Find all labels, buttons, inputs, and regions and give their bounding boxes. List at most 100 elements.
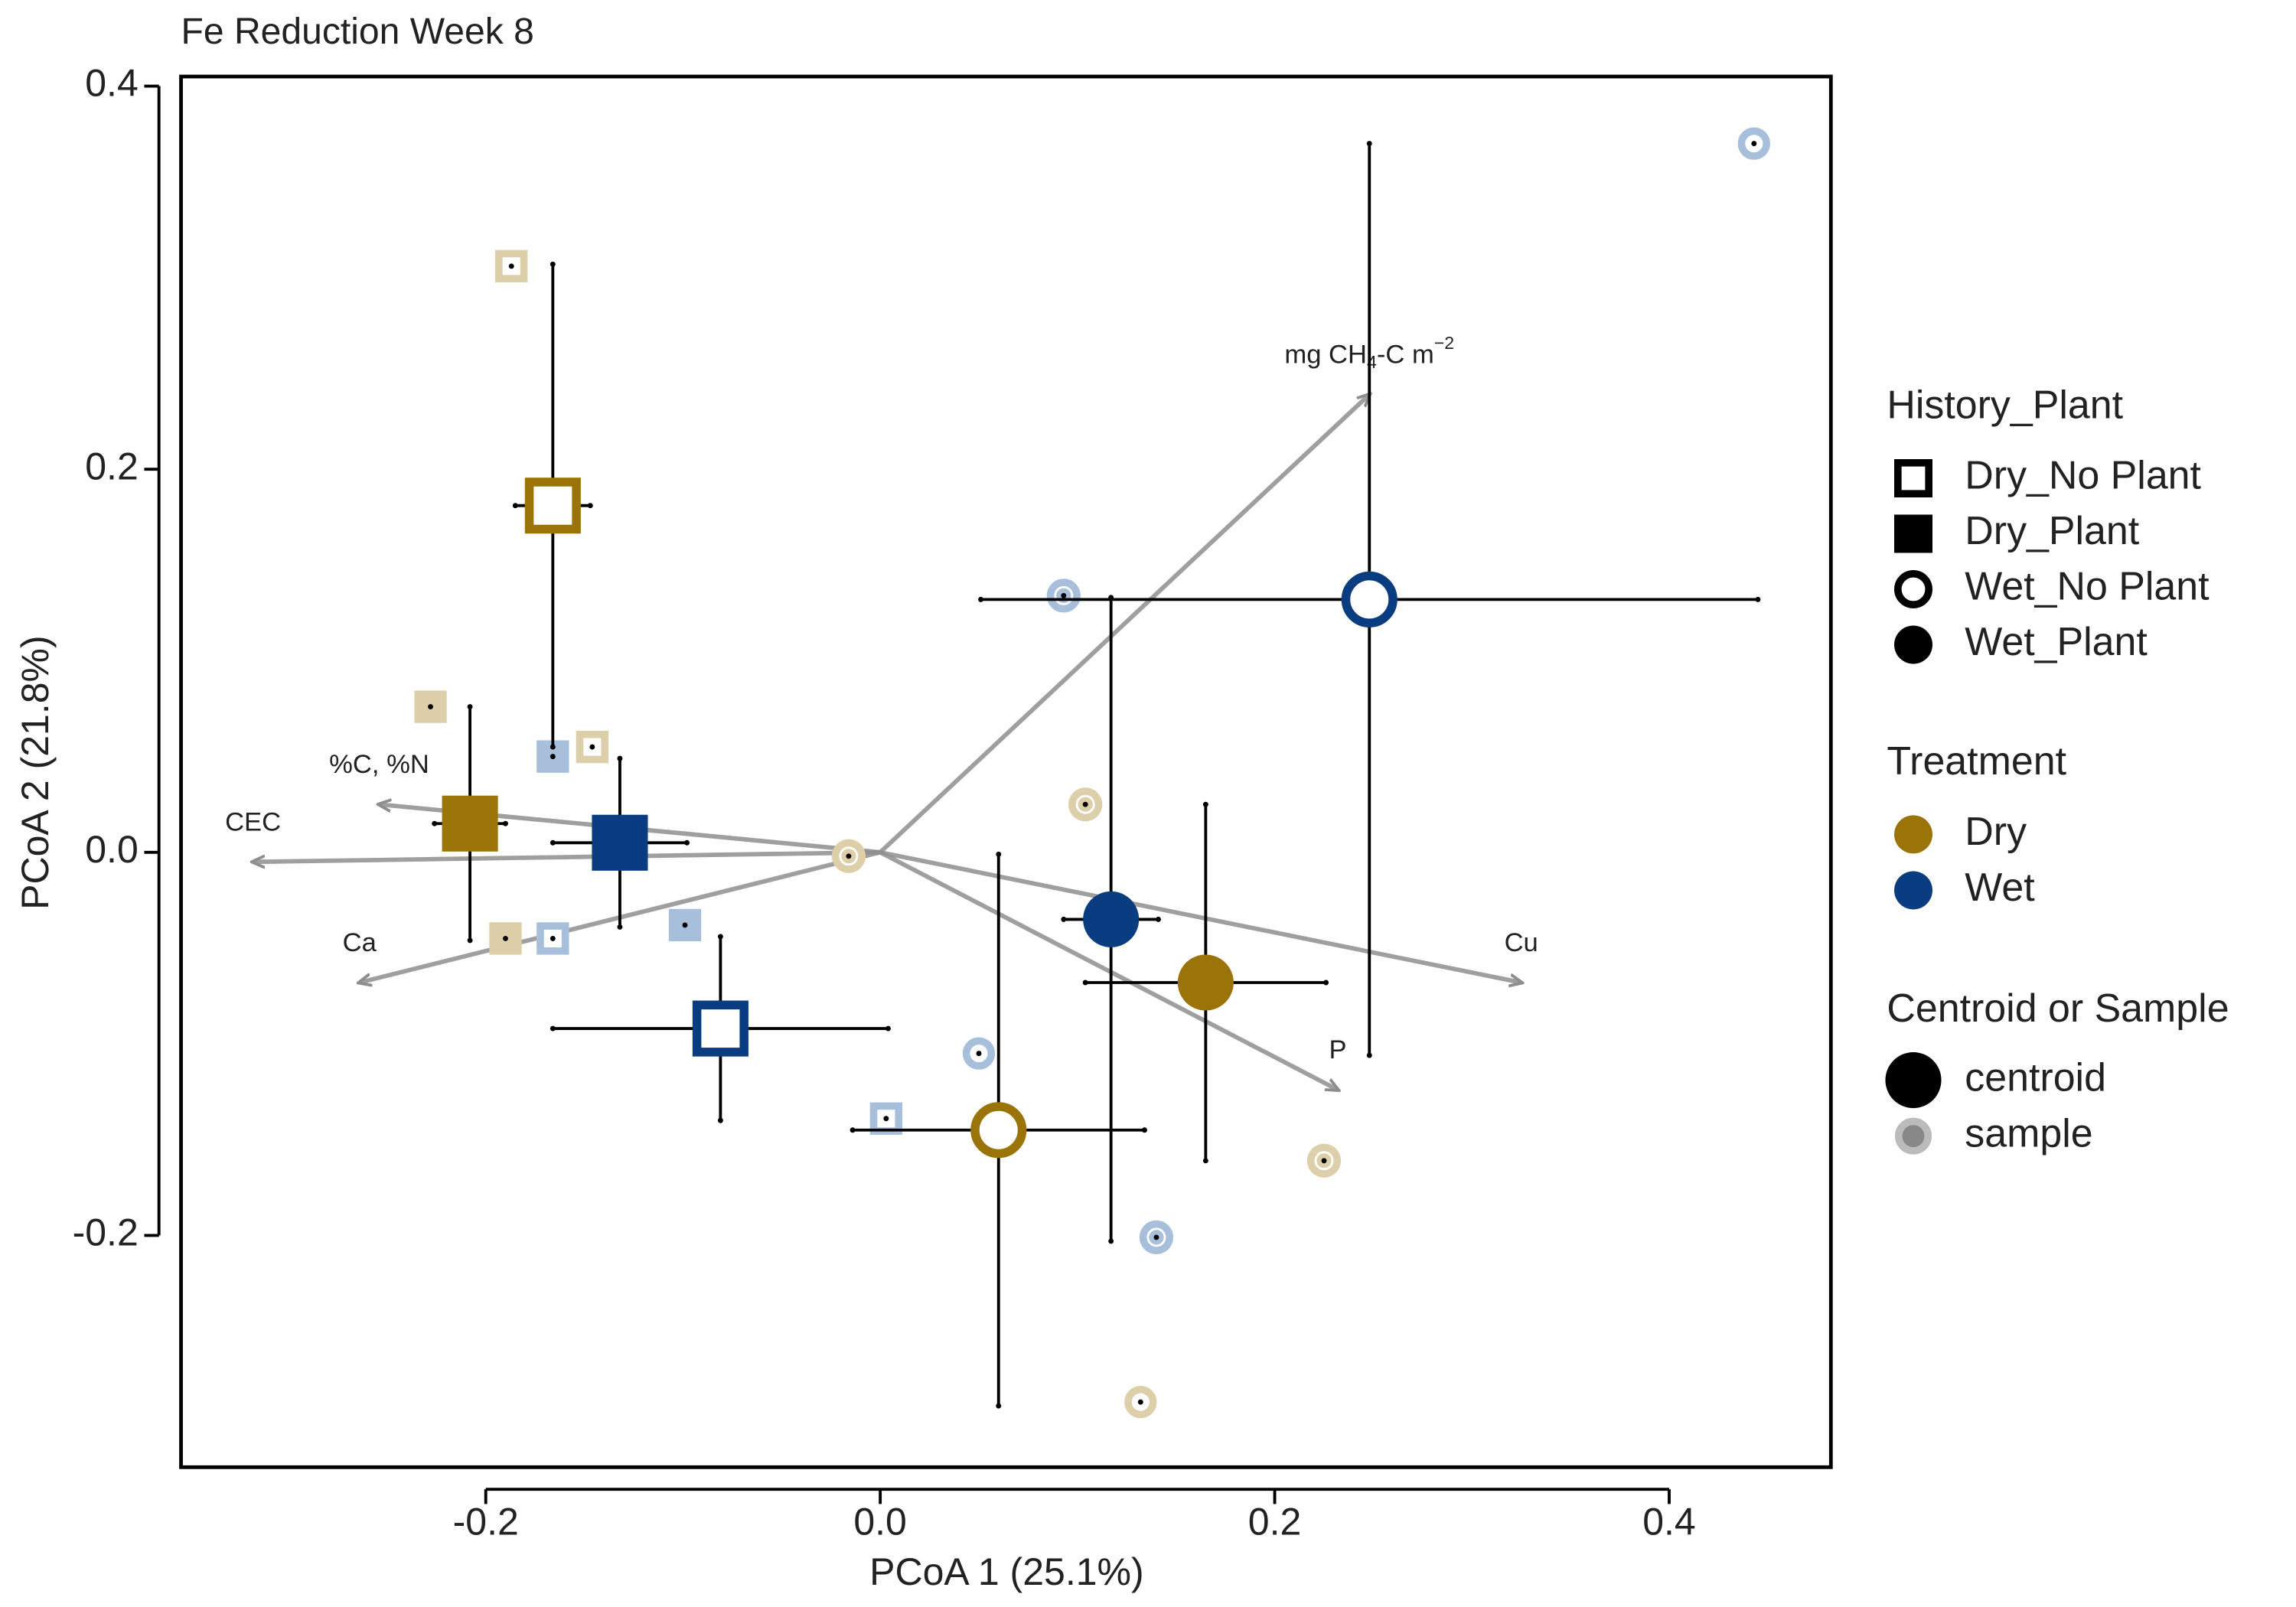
y-axis-label: PCoA 2 (21.8%)	[14, 635, 57, 910]
error-bar-end	[1366, 1052, 1372, 1058]
legend-title: History_Plant	[1887, 383, 2123, 427]
error-bar-end	[684, 839, 690, 846]
legend-label: Dry_Plant	[1965, 509, 2139, 553]
sample-point	[576, 730, 609, 764]
x-tick-label: -0.2	[453, 1501, 519, 1543]
y-tick-label: 0.2	[85, 445, 139, 487]
centroid-point	[1177, 954, 1234, 1011]
error-bar-end	[996, 1403, 1002, 1409]
error-bar-end	[550, 261, 556, 267]
error-bar-end	[467, 937, 473, 944]
legend-symbol	[1894, 815, 1932, 854]
error-bar-end	[978, 596, 984, 602]
error-bar-end	[850, 1127, 856, 1133]
legend-symbol	[1894, 1117, 1932, 1155]
error-bar-end	[1202, 1158, 1208, 1164]
legend-symbol	[1885, 1052, 1942, 1109]
centroid-point	[1083, 891, 1140, 947]
centroid-point	[970, 1102, 1027, 1159]
sample-dot	[883, 1116, 889, 1122]
centroid-point	[592, 814, 648, 871]
sample-dot	[508, 263, 514, 269]
sample-dot	[682, 922, 688, 928]
centroid-point	[692, 1000, 748, 1057]
error-bar-end	[1082, 980, 1088, 986]
legend-label: sample	[1965, 1111, 2092, 1156]
error-bar-end	[1142, 1127, 1147, 1133]
sample-dot	[1153, 1234, 1159, 1240]
sample-dot	[1751, 141, 1757, 147]
sample-dot	[503, 935, 508, 941]
centroid-point	[524, 478, 581, 534]
error-bar-end	[1323, 980, 1329, 986]
error-bar-end	[550, 839, 556, 846]
biplot-arrow	[879, 850, 1338, 1090]
legend-symbol	[1894, 871, 1932, 910]
error-bar-end	[717, 934, 723, 940]
centroid-point	[442, 795, 498, 852]
error-bar-end	[1366, 141, 1372, 147]
arrow-label: CEC	[225, 807, 281, 836]
error-bar-end	[1156, 916, 1161, 922]
error-bar-end	[885, 1025, 891, 1032]
arrow-label-part: −2	[1434, 333, 1454, 353]
arrow-label-part: -C m	[1377, 341, 1434, 370]
arrow-label-part: P	[1329, 1035, 1346, 1064]
x-tick-label: 0.2	[1248, 1501, 1302, 1543]
legend-symbol	[1894, 514, 1932, 553]
sample-dot	[1321, 1158, 1327, 1164]
sample-dot	[550, 754, 556, 760]
legend-label: Dry	[1965, 810, 2027, 854]
error-bar-end	[996, 851, 1002, 857]
sample-dot	[428, 704, 434, 710]
error-bar-end	[503, 820, 508, 826]
biplot-arrow	[879, 849, 1521, 983]
sample-point	[536, 922, 569, 955]
error-bar-end	[587, 503, 593, 509]
arrow-label-part: mg CH	[1284, 341, 1367, 370]
biplot-arrow	[253, 849, 881, 862]
biplot-arrow	[879, 395, 1369, 854]
arrow-label-part: Ca	[343, 928, 377, 957]
sample-dot	[1082, 801, 1088, 807]
arrow-label: Cu	[1505, 928, 1538, 957]
y-tick-label: 0.4	[85, 62, 139, 105]
sample-dot	[550, 935, 556, 941]
error-bar-end	[512, 503, 518, 509]
legend-label: Dry_No Plant	[1965, 454, 2201, 498]
legend-title: Treatment	[1887, 739, 2066, 784]
x-tick-label: 0.0	[853, 1501, 907, 1543]
error-bar-end	[1755, 596, 1761, 602]
arrow-label: Ca	[343, 928, 377, 957]
plot-frame	[179, 74, 1833, 1469]
error-bar-end	[1108, 1238, 1114, 1244]
chart-title: Fe Reduction Week 8	[181, 11, 534, 52]
sample-dot	[846, 853, 852, 859]
centroid-point	[1341, 571, 1397, 627]
y-tick-label: -0.2	[73, 1211, 139, 1254]
error-bar-end	[550, 1025, 556, 1032]
legend-symbol	[1894, 569, 1932, 608]
arrow-label-part: CEC	[225, 807, 281, 836]
legend-label: centroid	[1965, 1055, 2106, 1100]
error-bar-end	[1061, 916, 1067, 922]
y-tick-label: 0.0	[85, 828, 139, 871]
arrow-label: mg CH4-C m−2	[1284, 333, 1454, 372]
x-tick-label: 0.4	[1642, 1501, 1696, 1543]
sample-dot	[976, 1051, 982, 1057]
error-bar-end	[550, 744, 556, 750]
sample-dot	[589, 744, 595, 750]
error-bar-end	[617, 924, 623, 930]
error-bar-end	[1202, 801, 1208, 807]
legend-symbol	[1894, 459, 1932, 497]
arrow-label-part: Cu	[1505, 928, 1538, 957]
arrow-label: P	[1329, 1035, 1346, 1064]
x-axis-label: PCoA 1 (25.1%)	[869, 1550, 1144, 1593]
error-bar-end	[717, 1117, 723, 1123]
legend-symbol	[1894, 625, 1932, 664]
error-bar-end	[617, 755, 623, 761]
arrow-label-part: %C, %N	[329, 750, 429, 779]
legend-label: Wet_Plant	[1965, 620, 2148, 664]
